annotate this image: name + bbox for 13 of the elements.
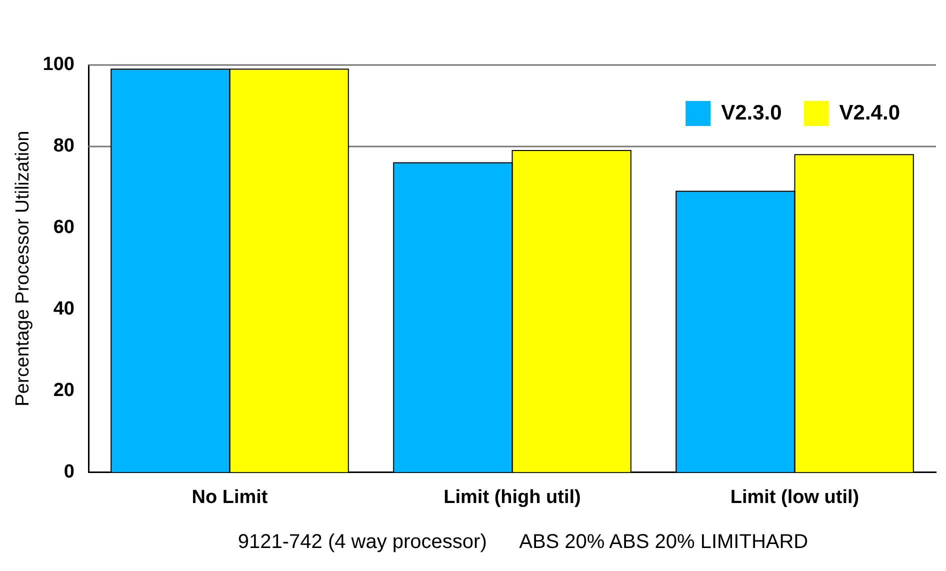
y-tick-label: 80 xyxy=(53,136,74,157)
y-tick-label: 20 xyxy=(53,380,74,401)
y-tick-label: 0 xyxy=(64,461,74,482)
y-tick-label: 40 xyxy=(53,298,74,320)
text: 9121-742 (4 way processor) ABS 20% ABS 20% LIMITHARD xyxy=(236,531,810,554)
legend-label: V2.3.0 xyxy=(721,101,782,124)
legend-label: V2.4.0 xyxy=(839,101,900,124)
y-tick-label: 100 xyxy=(42,54,74,76)
x-tick-label: Limit (high util) xyxy=(444,486,581,508)
y-axis-title: Percentage Processor Utilization xyxy=(12,130,34,406)
y-tick-label: 60 xyxy=(53,217,74,238)
x-tick-label: Limit (low util) xyxy=(730,486,860,508)
x-tick-label: No Limit xyxy=(192,486,268,508)
